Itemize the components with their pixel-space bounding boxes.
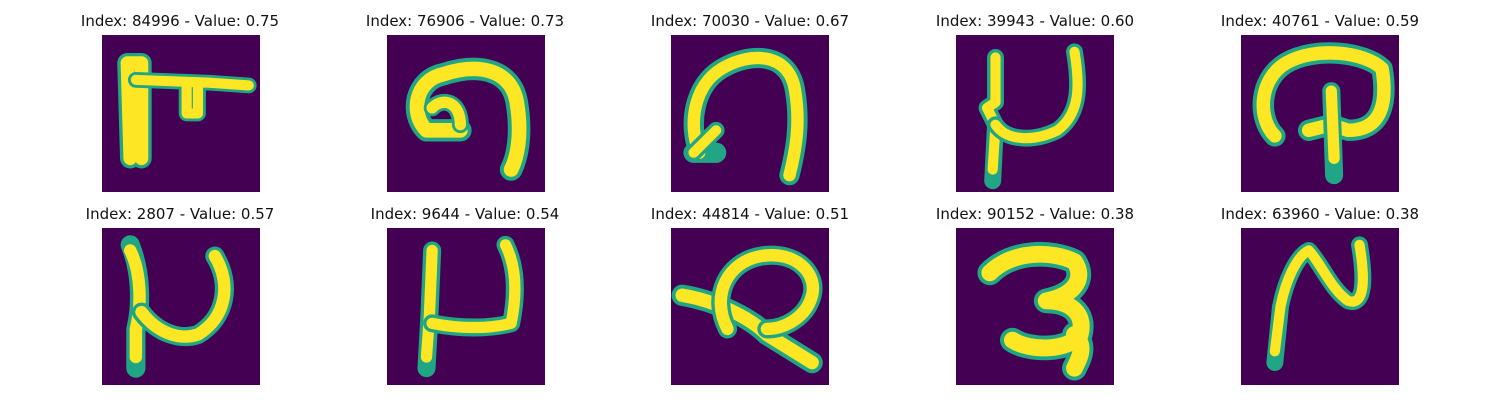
glyph-a <box>117 52 257 169</box>
panel-title-1: Index: 84996 - Value: 0.75 <box>80 12 280 30</box>
glyph-i <box>977 241 1094 381</box>
panel-title-10: Index: 63960 - Value: 0.38 <box>1220 205 1420 223</box>
panel-title-8: Index: 44814 - Value: 0.51 <box>650 205 850 223</box>
glyph-image-9 <box>956 228 1114 385</box>
glyph-image-5 <box>1241 35 1399 192</box>
glyph-c <box>683 47 808 186</box>
panel-title-3: Index: 70030 - Value: 0.67 <box>650 12 850 30</box>
glyph-image-8 <box>671 228 829 385</box>
panel-title-6: Index: 2807 - Value: 0.57 <box>85 205 275 223</box>
panel-title-5: Index: 40761 - Value: 0.59 <box>1220 12 1420 30</box>
glyph-h <box>671 245 823 374</box>
panel-title-9: Index: 90152 - Value: 0.38 <box>935 205 1135 223</box>
glyph-image-7 <box>387 228 545 385</box>
glyph-j <box>1266 236 1372 371</box>
glyph-image-1 <box>102 35 260 192</box>
glyph-d <box>978 43 1087 190</box>
glyph-f <box>120 235 234 378</box>
glyph-image-6 <box>102 228 260 385</box>
panel-title-7: Index: 9644 - Value: 0.54 <box>370 205 560 223</box>
glyph-g <box>417 235 524 378</box>
panel-title-4: Index: 39943 - Value: 0.60 <box>935 12 1135 30</box>
glyph-b <box>405 57 531 181</box>
panel-title-2: Index: 76906 - Value: 0.73 <box>365 12 565 30</box>
glyph-image-2 <box>387 35 545 192</box>
glyph-image-10 <box>1241 228 1399 385</box>
glyph-image-3 <box>671 35 829 192</box>
glyph-e <box>1252 42 1395 185</box>
glyph-image-4 <box>956 35 1114 192</box>
